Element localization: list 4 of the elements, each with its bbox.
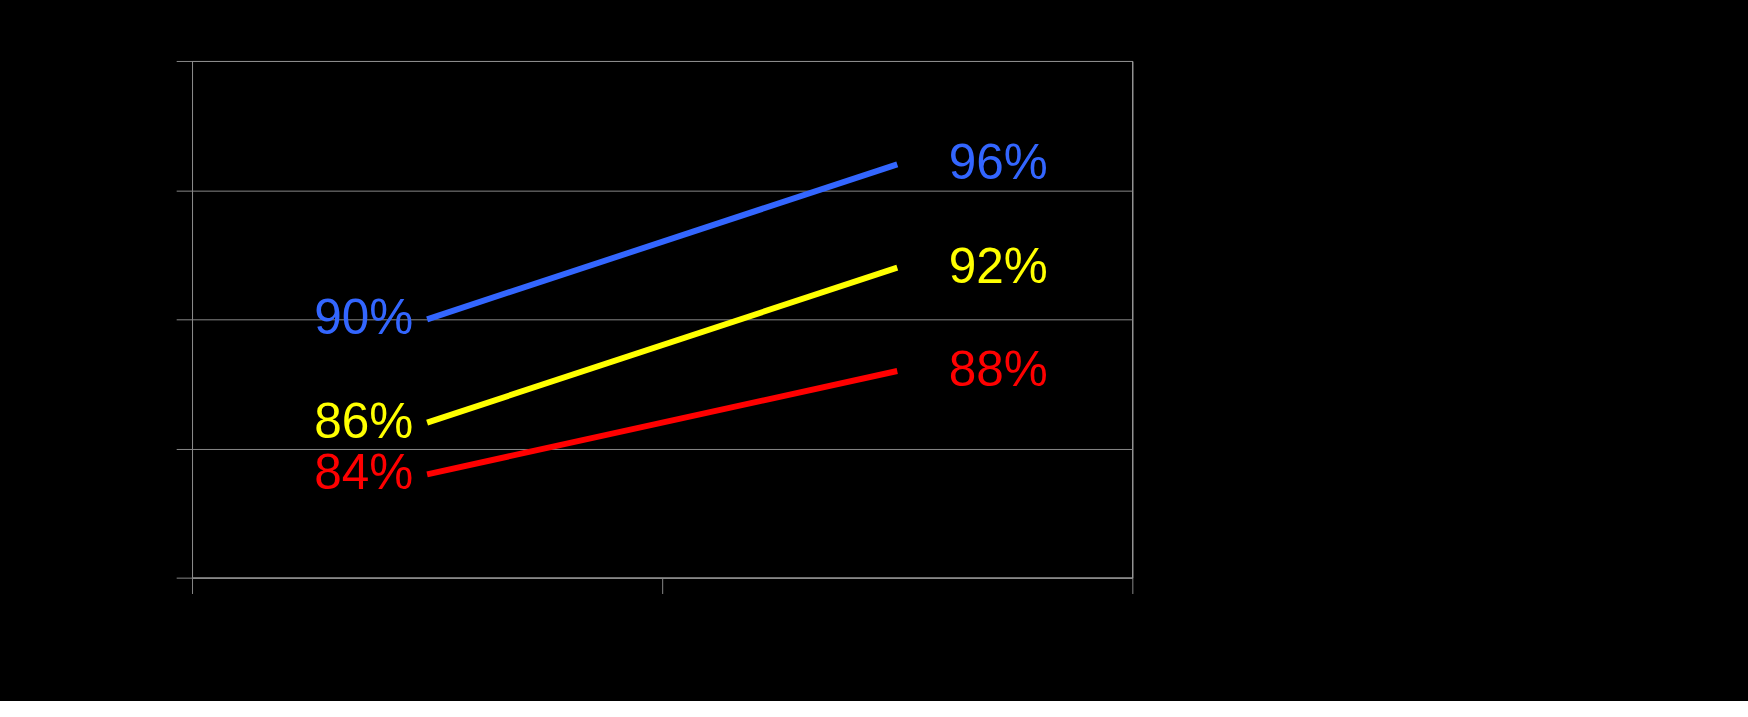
data-label: 96% (948, 134, 1048, 190)
data-label: 88% (948, 340, 1048, 396)
data-label: 90% (314, 289, 414, 345)
data-label: 92% (948, 237, 1048, 293)
